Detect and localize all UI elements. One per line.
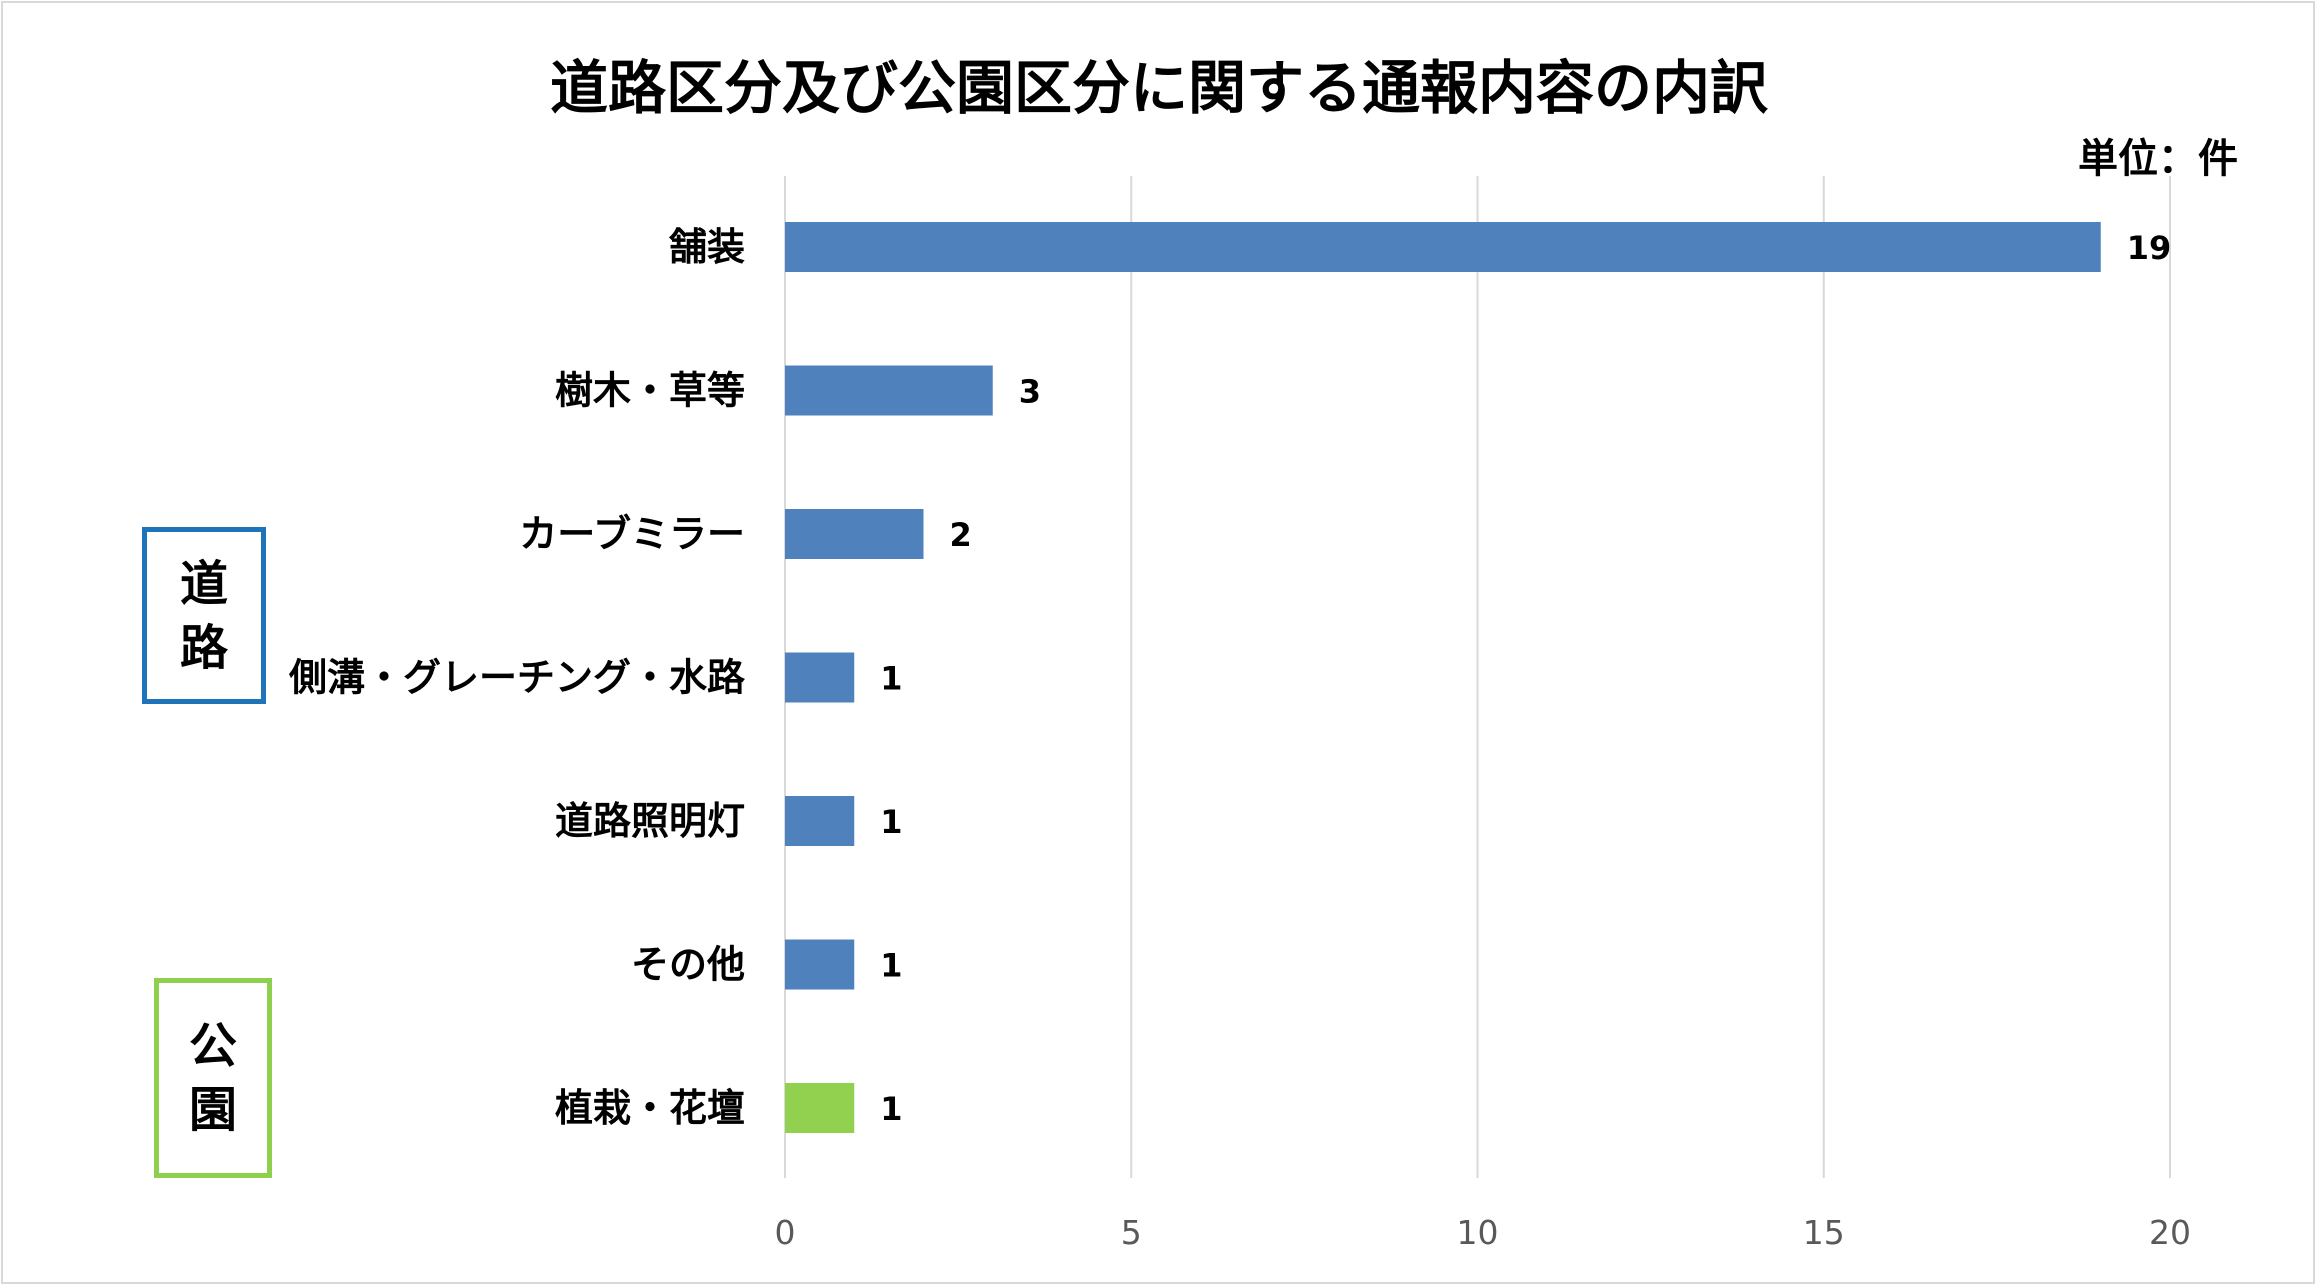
data-label: 19 — [2127, 229, 2172, 267]
data-label: 1 — [880, 660, 902, 698]
category-label: カーブミラー — [519, 512, 745, 556]
x-tick-label: 5 — [1121, 1213, 1142, 1252]
data-label: 2 — [950, 516, 972, 554]
bar-5 — [785, 796, 855, 846]
park-group-char-2: 園 — [188, 1082, 237, 1138]
data-label: 1 — [880, 803, 902, 841]
park-group-box: 公 園 — [154, 978, 272, 1178]
gridlines — [784, 176, 2171, 1178]
x-tick-label: 15 — [1803, 1213, 1845, 1252]
bars — [785, 222, 2101, 1133]
bar-2 — [785, 365, 993, 416]
x-tick-label: 0 — [775, 1213, 796, 1252]
category-label: 道路照明灯 — [555, 799, 745, 843]
bar-7 — [785, 1083, 855, 1133]
category-label: 樹木・草等 — [555, 369, 745, 413]
bar-3 — [785, 509, 924, 559]
category-label: 舗装 — [668, 225, 745, 269]
data-label: 1 — [880, 947, 902, 985]
data-label: 3 — [1019, 373, 1041, 411]
bar-1 — [785, 222, 2101, 272]
x-tick-label: 20 — [2149, 1213, 2191, 1252]
park-group-char-1: 公 — [188, 1018, 237, 1074]
data-label: 1 — [880, 1090, 902, 1128]
unit-label: 単位：件 — [2078, 136, 2238, 182]
labels: 0 5 10 15 20 舗装 19 樹木・草等 3 カーブミラー 2 側溝・グレーチング・水路 1 道路… — [288, 225, 2191, 1252]
road-group-char-2: 路 — [179, 619, 228, 676]
category-label: 側溝・グレーチング・水路 — [288, 656, 746, 700]
category-label: その他 — [631, 943, 745, 987]
x-tick-label: 10 — [1457, 1213, 1499, 1252]
category-label: 植栽・花壇 — [555, 1086, 745, 1130]
road-group-char-1: 道 — [179, 555, 228, 612]
bar-4 — [785, 652, 855, 703]
chart-title: 道路区分及び公園区分に関する通報内容の内訳 — [550, 54, 1769, 122]
bar-6 — [785, 939, 855, 990]
road-group-box: 道 路 — [142, 527, 266, 704]
